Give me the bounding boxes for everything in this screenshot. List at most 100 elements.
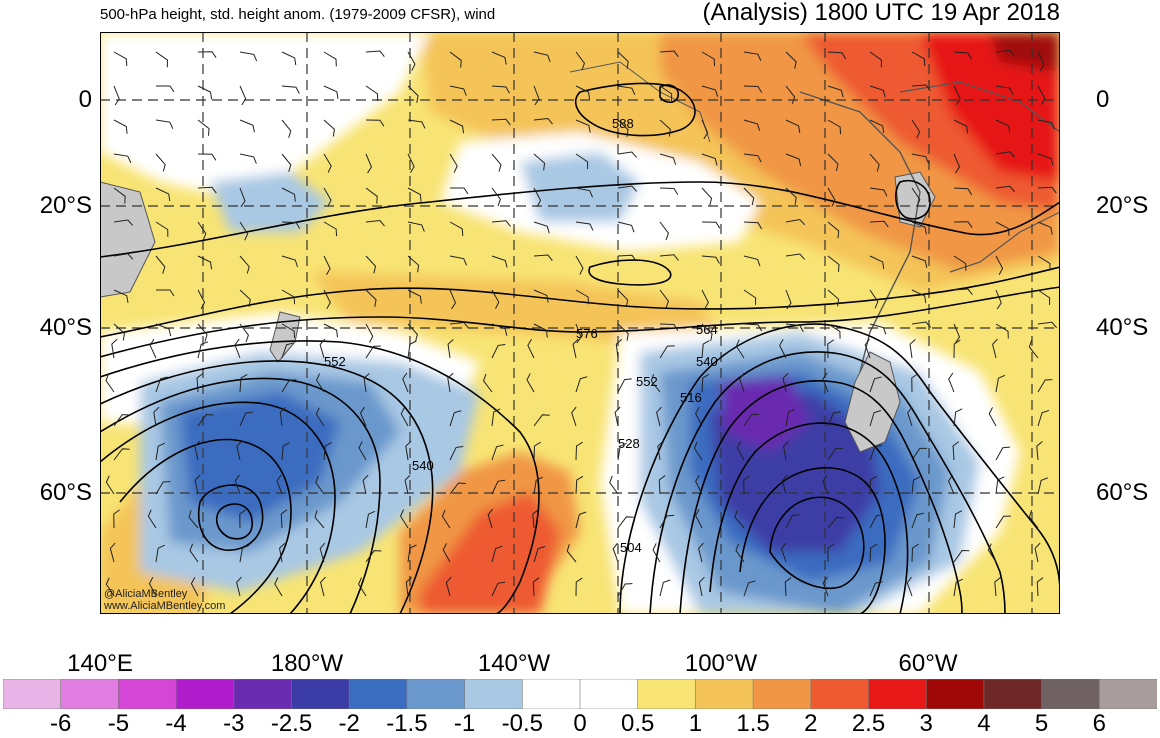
wind-barb <box>197 186 217 194</box>
colorbar-swatch <box>695 679 754 709</box>
wind-barb <box>652 543 661 563</box>
colorbar-swatch <box>752 679 812 709</box>
wind-barb <box>659 119 671 137</box>
wind-barb <box>358 577 367 597</box>
wind-barb <box>1037 379 1053 393</box>
wind-barb <box>153 406 160 427</box>
contour-label-552-west: 552 <box>324 354 346 369</box>
anomaly-colorbar <box>3 679 1157 709</box>
wind-barb <box>995 151 1016 158</box>
wind-barb <box>743 413 760 427</box>
lon-label-100w: 100°W <box>684 650 758 677</box>
wind-barb <box>148 577 157 597</box>
wind-barb <box>491 545 503 563</box>
wind-barb <box>911 476 921 495</box>
wind-barb <box>953 578 963 597</box>
wind-barb <box>442 543 451 563</box>
wind-barb <box>701 85 719 97</box>
wind-barb <box>575 511 587 529</box>
wind-barb <box>197 221 207 241</box>
wind-barb <box>197 323 208 342</box>
wind-barb <box>281 289 296 305</box>
wind-barb <box>365 187 378 204</box>
wind-barb <box>234 338 241 359</box>
wind-barb <box>147 509 157 529</box>
wind-barb <box>239 323 249 343</box>
wind-barb <box>575 153 589 170</box>
wind-barb <box>197 255 213 270</box>
wind-barb <box>491 408 501 427</box>
wind-barb <box>1037 477 1049 495</box>
wind-barb <box>827 187 836 207</box>
wind-barb <box>869 543 878 563</box>
wind-barb <box>953 408 963 427</box>
wind-barb <box>239 289 251 307</box>
wind-barb <box>239 255 250 274</box>
wind-barb <box>441 509 451 529</box>
anomaly-map: 588 576 564 552 540 552 540 528 516 504 <box>100 32 1060 614</box>
wind-barb <box>483 373 493 393</box>
wind-barb <box>827 447 844 461</box>
wind-barb <box>113 219 134 226</box>
wind-barb <box>827 85 844 98</box>
wind-barb <box>952 441 960 461</box>
wind-barb <box>449 482 466 495</box>
australia-land <box>100 181 156 298</box>
wind-barb <box>533 153 546 171</box>
colorbar-swatch <box>291 679 351 709</box>
wind-barb <box>491 444 504 461</box>
wind-barb <box>869 85 886 98</box>
wind-barb <box>491 255 508 268</box>
wind-barb <box>701 51 716 67</box>
wind-barb <box>449 51 462 68</box>
wind-barb <box>575 577 583 597</box>
wind-barb <box>909 338 916 359</box>
wind-barb <box>365 50 385 58</box>
wind-barb <box>994 577 1001 597</box>
wind-barb <box>735 543 745 563</box>
wind-barb <box>404 474 411 495</box>
wind-barb <box>111 338 118 359</box>
wind-barb <box>1028 339 1039 359</box>
wind-barb <box>659 85 673 102</box>
wind-barb <box>281 323 296 339</box>
wind-barb <box>113 509 120 529</box>
wind-barb <box>650 373 661 393</box>
wind-barb <box>113 448 130 461</box>
wind-barb <box>449 119 465 134</box>
wind-barb <box>785 187 797 205</box>
wind-barb <box>365 550 382 563</box>
wind-barb <box>239 85 247 106</box>
wind-barb <box>533 254 553 262</box>
wind-barb <box>988 407 997 427</box>
wind-barb <box>743 85 763 93</box>
wind-barb <box>995 85 1014 95</box>
lat-label-0-left: 0 <box>78 86 92 113</box>
wind-barb <box>197 153 217 161</box>
wind-barb <box>785 253 806 260</box>
wind-barb <box>532 577 540 597</box>
contour-label-552-east: 552 <box>636 374 658 389</box>
wind-barb <box>782 372 789 393</box>
wind-barb <box>743 255 761 267</box>
wind-barb <box>197 341 209 359</box>
wind-barb <box>948 372 955 393</box>
wind-barb <box>323 187 332 207</box>
wind-barb <box>617 85 636 95</box>
wind-barb <box>995 515 1011 529</box>
wind-barb <box>365 153 373 174</box>
lat-lon-grid <box>100 32 1060 614</box>
colorbar-label: -1.5 <box>386 710 428 737</box>
wind-barb <box>693 441 703 461</box>
wind-barb <box>995 119 1011 134</box>
wind-barb <box>363 372 370 393</box>
wind-barb <box>445 576 452 597</box>
wind-barb <box>197 119 210 136</box>
wind-barb <box>743 580 756 597</box>
wind-barb <box>323 153 332 173</box>
wind-barb <box>617 151 638 158</box>
wind-barb <box>365 289 377 307</box>
wind-barb <box>405 577 413 597</box>
wind-barb <box>156 289 175 297</box>
colorbar-swatch <box>1099 679 1157 709</box>
